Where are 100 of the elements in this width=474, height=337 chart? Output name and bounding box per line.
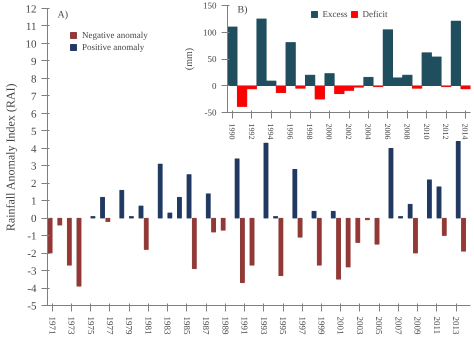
legend-label: Excess [322,9,348,19]
bar [186,174,192,218]
bar [316,218,322,266]
bar [192,218,197,270]
x-tick-label: 1981 [143,316,154,334]
x-tick-label: 2011 [432,316,442,334]
bar [228,26,238,86]
bar [158,164,163,218]
x-tick-label: 2000 [324,124,334,140]
bar [312,210,316,218]
x-tick-label: 1989 [220,316,230,335]
bar [292,168,298,218]
annotation: B) [238,4,248,16]
x-tick-label: 1992 [246,124,256,140]
bar [105,218,110,222]
bar [240,218,245,284]
bar [355,218,360,243]
y-axis-title: (mm) [184,48,195,70]
y-tick-label: -3 [27,266,37,278]
x-tick-label: 1997 [297,316,308,335]
x-tick-label: 1985 [182,316,192,335]
x-tick-label: 2012 [441,124,450,140]
x-tick-label: 1971 [47,316,58,334]
bar [100,196,105,218]
x-tick-label: 2009 [412,316,423,335]
bar [388,148,394,218]
bar [206,193,211,218]
bar [144,218,149,250]
y-tick-label: 2 [31,178,36,190]
bar [460,86,470,90]
legend-label: Negative anomaly [82,30,148,40]
bar [374,218,380,245]
y-tick-label: 11 [26,20,36,33]
x-tick-label: 1983 [162,316,173,335]
bar [211,218,216,232]
x-tick-label: 2004 [363,124,372,140]
x-tick-label: 1979 [124,316,134,335]
y-tick-label: 100 [203,27,217,38]
bar [363,76,374,86]
x-tick-label: 1999 [316,316,326,335]
x-tick-label: 1993 [258,316,269,335]
bar [413,218,418,254]
x-tick-label: 1995 [278,316,288,335]
x-tick-label: 2006 [382,124,392,140]
y-tick-label: 3 [31,160,37,173]
bar [48,218,53,254]
bar [442,218,447,236]
bar [177,196,182,218]
y-tick-label: 5 [31,126,37,138]
bar [278,218,284,276]
y-tick-label: 8 [31,73,37,86]
y-tick-label: 9 [31,56,37,68]
y-tick-label: 12 [26,4,36,16]
bar [298,218,303,238]
y-tick-label: 7 [31,90,37,103]
bar [412,86,422,89]
x-tick-label: 1998 [305,124,314,140]
bar [408,204,413,218]
y-tick-label: -4 [27,283,37,296]
x-tick-label: 2007 [393,316,404,335]
bar [336,218,341,280]
y-tick-label: 0 [31,213,37,226]
bar [119,190,124,218]
bar [346,218,351,268]
bar [426,179,432,218]
y-tick-label: 6 [31,108,37,120]
bar [220,218,226,231]
bar [66,218,72,266]
bar [234,158,240,218]
bar [57,218,62,226]
x-tick-label: 2005 [374,316,384,335]
bar [305,74,316,86]
bar [324,73,335,86]
x-tick-label: 1977 [104,316,115,335]
x-tick-label: 1994 [266,124,276,140]
y-tick-label: 50 [208,54,217,64]
x-tick-label: 2014 [460,124,470,140]
x-tick-label: 2008 [402,124,412,140]
x-tick-label: 1987 [201,316,212,335]
y-tick-label: -2 [27,248,37,260]
x-tick-label: 2003 [354,316,365,335]
y-tick-label: -1 [27,230,37,243]
bar [76,218,82,287]
x-tick-label: 1991 [240,316,250,334]
y-tick-label: 150 [203,0,217,10]
bar [461,218,466,252]
bar [276,86,286,93]
x-tick-label: 1990 [227,124,236,140]
annotation: A) [58,10,68,20]
bar [167,212,172,218]
bar [314,86,325,100]
legend-label: Deficit [362,9,388,19]
y-tick-label: 1 [31,196,36,208]
bar [264,142,268,218]
y-tick-label: -5 [27,300,37,312]
bar [138,206,144,218]
bar [286,42,296,86]
x-tick-label: 2001 [336,316,346,334]
x-tick-label: 1975 [86,316,96,335]
bar [330,210,336,218]
